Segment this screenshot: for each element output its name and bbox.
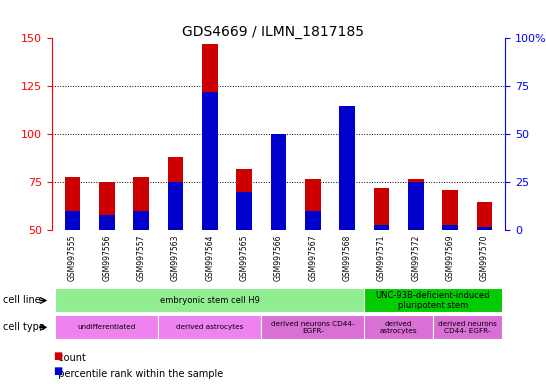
Text: GSM997563: GSM997563 <box>171 234 180 281</box>
Bar <box>133 211 149 230</box>
Bar <box>373 188 389 230</box>
FancyBboxPatch shape <box>364 288 502 313</box>
Bar <box>477 202 492 230</box>
Text: undifferentiated: undifferentiated <box>78 324 136 330</box>
Text: cell line: cell line <box>3 295 40 306</box>
Text: GSM997572: GSM997572 <box>411 234 420 281</box>
Text: derived
astrocytes: derived astrocytes <box>380 321 418 334</box>
Bar <box>340 109 355 230</box>
Text: GSM997555: GSM997555 <box>68 234 77 281</box>
Bar <box>168 157 183 230</box>
Bar <box>477 227 492 230</box>
Bar <box>408 182 424 230</box>
Text: count: count <box>52 353 86 363</box>
Text: GSM997569: GSM997569 <box>446 234 455 281</box>
FancyBboxPatch shape <box>55 288 364 313</box>
Bar <box>305 211 321 230</box>
Bar <box>65 211 80 230</box>
Bar <box>271 134 286 230</box>
Bar <box>442 190 458 230</box>
Text: GSM997557: GSM997557 <box>136 234 146 281</box>
FancyBboxPatch shape <box>158 315 262 339</box>
Text: ■: ■ <box>54 351 63 361</box>
Bar <box>271 146 286 230</box>
Text: derived astrocytes: derived astrocytes <box>176 324 244 330</box>
Text: GSM997567: GSM997567 <box>308 234 317 281</box>
Text: GSM997570: GSM997570 <box>480 234 489 281</box>
Text: GSM997565: GSM997565 <box>240 234 248 281</box>
Text: cell type: cell type <box>3 322 45 333</box>
Text: UNC-93B-deficient-induced
pluripotent stem: UNC-93B-deficient-induced pluripotent st… <box>376 291 490 310</box>
Text: GSM997556: GSM997556 <box>102 234 111 281</box>
Text: embryonic stem cell H9: embryonic stem cell H9 <box>160 296 260 305</box>
Bar <box>202 92 217 230</box>
Text: GDS4669 / ILMN_1817185: GDS4669 / ILMN_1817185 <box>182 25 364 39</box>
Bar <box>373 225 389 230</box>
Text: percentile rank within the sample: percentile rank within the sample <box>52 369 223 379</box>
Bar <box>99 215 115 230</box>
FancyBboxPatch shape <box>262 315 364 339</box>
Text: GSM997571: GSM997571 <box>377 234 386 281</box>
Bar <box>442 225 458 230</box>
Bar <box>236 192 252 230</box>
FancyBboxPatch shape <box>364 315 433 339</box>
Text: GSM997568: GSM997568 <box>343 234 352 281</box>
Bar <box>340 106 355 230</box>
Text: derived neurons
CD44- EGFR-: derived neurons CD44- EGFR- <box>438 321 497 334</box>
Bar <box>305 179 321 230</box>
FancyBboxPatch shape <box>433 315 502 339</box>
Bar <box>168 182 183 230</box>
Bar <box>65 177 80 230</box>
Text: GSM997566: GSM997566 <box>274 234 283 281</box>
Bar <box>133 177 149 230</box>
Bar <box>236 169 252 230</box>
FancyBboxPatch shape <box>55 315 158 339</box>
Text: GSM997564: GSM997564 <box>205 234 214 281</box>
Bar <box>408 179 424 230</box>
Bar <box>99 182 115 230</box>
Text: derived neurons CD44-
EGFR-: derived neurons CD44- EGFR- <box>271 321 354 334</box>
Text: ■: ■ <box>54 366 63 376</box>
Bar <box>202 44 217 230</box>
